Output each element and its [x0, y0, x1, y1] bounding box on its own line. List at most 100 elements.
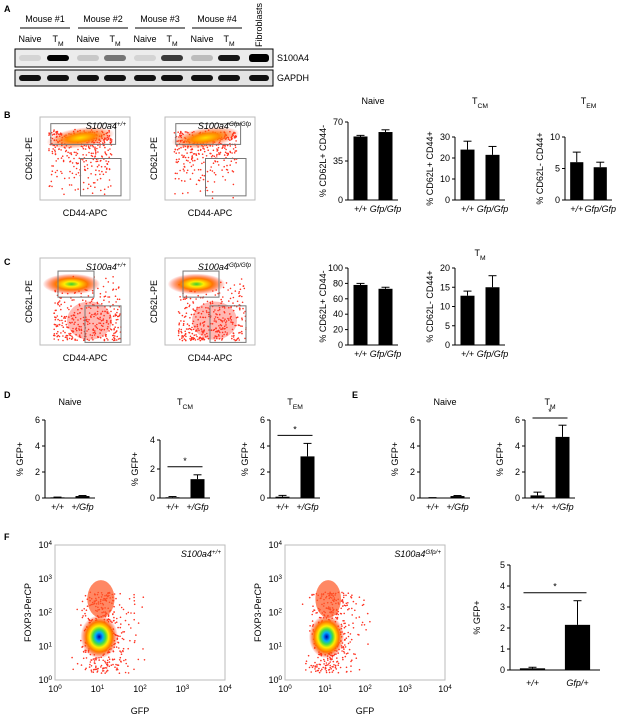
flow-event — [214, 316, 217, 318]
flow-event — [123, 659, 125, 662]
flow-event — [234, 146, 237, 149]
flow-event — [231, 328, 234, 331]
flow-event — [235, 339, 238, 341]
flow-event — [347, 602, 349, 604]
flow-event — [87, 323, 89, 326]
flow-event — [88, 339, 90, 342]
flow-event — [99, 292, 102, 295]
flow-event — [195, 298, 197, 300]
flow-event — [112, 289, 114, 291]
flow-event — [206, 189, 209, 192]
flow-event — [343, 652, 346, 654]
flow-event — [88, 666, 91, 668]
flow-event — [73, 299, 75, 301]
flow-event — [64, 336, 67, 339]
flow-event — [109, 141, 111, 143]
flow-event — [239, 283, 241, 285]
flow-event — [70, 152, 72, 154]
y-tick-label: 5 — [500, 560, 505, 570]
flow-event — [116, 668, 119, 671]
flow-event — [233, 334, 235, 337]
flow-event — [317, 656, 319, 659]
band — [19, 75, 41, 81]
flow-event — [244, 337, 246, 340]
flow-event — [351, 594, 353, 596]
x-tick-label: Gfp/Gfp — [370, 349, 402, 359]
flow-event — [239, 325, 242, 327]
flow-event — [321, 668, 323, 671]
flow-event — [187, 328, 189, 330]
y-tick-label: 0 — [150, 493, 155, 503]
flow-event — [195, 183, 198, 186]
flow-event — [68, 337, 71, 340]
flow-event — [133, 593, 135, 596]
x-tick-label: Gfp/+ — [566, 678, 588, 688]
flow-event — [107, 281, 110, 283]
flow-event — [53, 312, 56, 315]
flow-event — [213, 320, 216, 322]
flow-event — [337, 664, 340, 666]
y-tick-label: 10 — [550, 132, 560, 142]
flow-frame — [164, 257, 256, 346]
flow-event — [115, 314, 118, 317]
flow-tick-label-part: 10 — [38, 641, 48, 651]
flow-event — [118, 314, 121, 317]
flow-event — [70, 153, 73, 156]
flow-event — [95, 314, 97, 316]
flow-event — [54, 316, 56, 318]
flow-event — [193, 153, 196, 155]
y-tick-label: 0 — [410, 493, 415, 503]
flow-event — [201, 330, 203, 332]
flow-event — [88, 306, 90, 309]
flow-event — [100, 666, 102, 668]
band — [47, 75, 69, 81]
y-axis-label: % CD62L- CD44+ — [425, 270, 435, 342]
flow-event — [74, 189, 77, 191]
flow-event — [334, 666, 337, 669]
y-tick-label: 2 — [500, 623, 505, 633]
flow-event — [82, 147, 85, 150]
flow-event — [201, 322, 204, 324]
flow-event — [92, 152, 94, 155]
flow-event — [220, 302, 222, 305]
flow-event — [345, 637, 348, 639]
flow-event — [118, 306, 121, 308]
flow-event — [232, 336, 235, 338]
flow-event — [80, 328, 83, 331]
flow-event — [93, 315, 95, 318]
flow-event — [185, 335, 187, 338]
flow-event — [231, 323, 234, 325]
y-tick-label: 2 — [515, 467, 520, 477]
flow-event — [66, 338, 69, 341]
flow-event — [334, 665, 337, 667]
flow-event — [340, 600, 343, 602]
flow-event — [63, 177, 66, 180]
flow-event — [92, 303, 94, 306]
flow-event — [56, 324, 58, 327]
flow-event — [187, 160, 189, 162]
flow-event — [119, 656, 122, 659]
flow-event — [103, 299, 105, 302]
flow-event — [104, 152, 107, 155]
flow-event — [324, 664, 327, 667]
flow-event — [196, 158, 199, 160]
flow-event — [182, 335, 184, 337]
flow-event — [214, 339, 216, 342]
flow-event — [92, 668, 95, 671]
flow-event — [188, 331, 190, 334]
y-tick-label: 2 — [260, 467, 265, 477]
flow-event — [235, 150, 238, 152]
flow-event — [94, 173, 97, 176]
bar — [353, 136, 368, 200]
flow-event — [313, 609, 316, 611]
flow-event — [112, 323, 114, 326]
flow-event — [343, 639, 346, 641]
flow-event — [305, 662, 307, 665]
gate — [205, 158, 247, 197]
flow-event — [106, 163, 109, 165]
flow-event — [193, 309, 195, 312]
flow-event — [51, 152, 54, 155]
flow-event — [218, 152, 220, 154]
flow-event — [100, 329, 102, 332]
chart-title-part: M — [480, 255, 486, 262]
